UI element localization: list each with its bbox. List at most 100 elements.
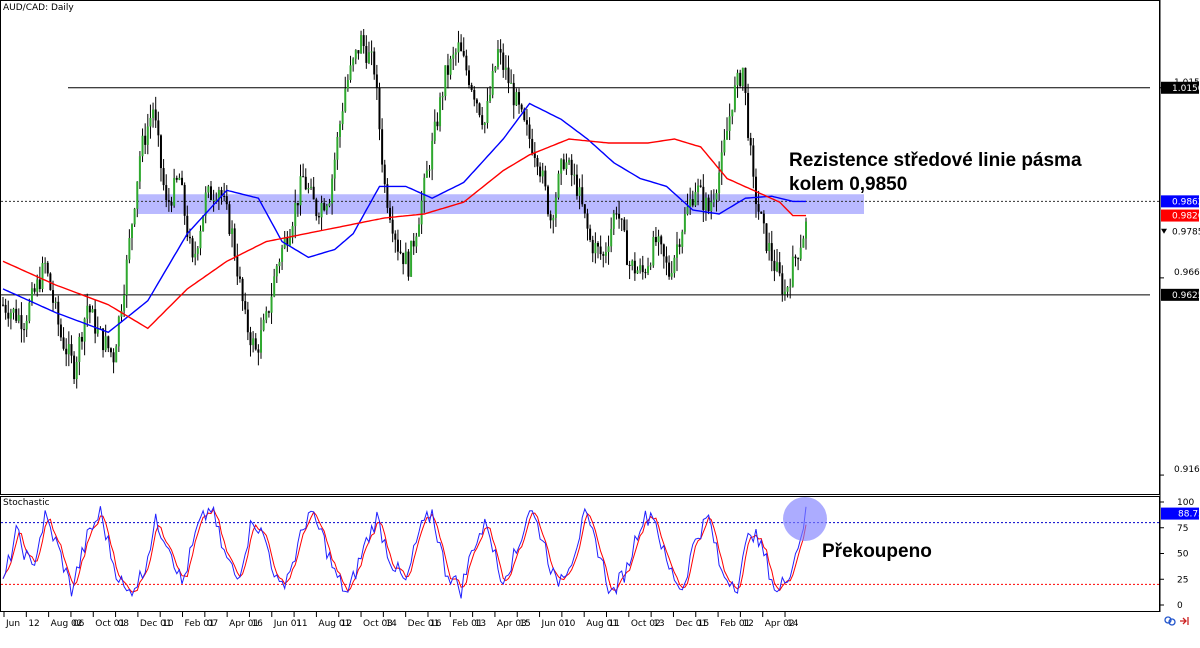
candle-body: [296, 202, 299, 206]
candle-body: [133, 208, 136, 225]
candle-body: [138, 156, 141, 182]
candle-body: [194, 253, 197, 258]
candle-body: [212, 199, 215, 201]
time-tick-label: 11: [609, 619, 620, 629]
candle-body: [507, 67, 510, 84]
candle-body: [104, 336, 107, 351]
candle-body: [125, 259, 128, 296]
candle-body: [410, 240, 413, 277]
candle-body: [154, 109, 157, 121]
candle-body: [781, 273, 784, 295]
candle-body: [241, 278, 244, 302]
candle-body: [502, 52, 505, 70]
time-tick-label: Dec 01: [140, 619, 172, 629]
candle-body: [131, 224, 134, 239]
candle-body: [199, 230, 202, 249]
candle-body: [662, 244, 665, 257]
candle-body: [94, 309, 97, 334]
candle-body: [441, 96, 444, 98]
candle-body: [178, 177, 181, 180]
candle-body: [439, 97, 442, 127]
candle-body: [754, 176, 757, 205]
candle-body: [523, 109, 526, 121]
candle-body: [602, 254, 605, 256]
candle-body: [257, 349, 260, 353]
candle-body: [654, 236, 657, 243]
scroll-to-end-icon[interactable]: [1180, 617, 1189, 625]
candle-body: [70, 344, 73, 356]
candle-body: [357, 50, 360, 54]
candle-body: [23, 329, 26, 331]
candle-body: [625, 230, 628, 265]
candle-body: [591, 239, 594, 254]
candle-body: [631, 260, 634, 266]
candle-body: [186, 215, 189, 237]
candle-body: [628, 264, 631, 266]
candle-body: [317, 216, 320, 218]
candle-body: [62, 337, 65, 349]
candle-body: [765, 223, 768, 251]
candle-body: [668, 262, 671, 277]
link-icon[interactable]: [1164, 616, 1176, 626]
symbol-label: AUD/CAD: Daily: [3, 3, 74, 13]
candle-body: [436, 121, 439, 127]
candle-body: [415, 236, 418, 247]
candle-body: [475, 99, 478, 104]
candle-body: [17, 315, 20, 321]
candlestick-series: [2, 29, 807, 389]
candle-body: [623, 219, 626, 231]
candle-body: [288, 237, 291, 246]
time-tick-label: Aug 01: [586, 619, 618, 629]
candle-body: [499, 49, 502, 53]
candle-body: [270, 296, 273, 313]
candle-body: [231, 228, 234, 235]
candle-body: [78, 336, 81, 362]
candle-body: [675, 244, 678, 258]
candle-body: [433, 121, 436, 141]
time-tick-label: Oct 01: [95, 619, 125, 629]
time-tick-label: 14: [787, 619, 799, 629]
time-tick-label: 12: [341, 619, 352, 629]
candle-body: [715, 193, 718, 200]
candle-body: [165, 185, 168, 201]
price-tick-label: 0.9668: [1174, 268, 1200, 278]
candle-body: [778, 262, 781, 274]
candle-body: [691, 199, 694, 206]
stochastic-tick-label: 25: [1177, 575, 1188, 585]
candle-body: [478, 103, 481, 116]
candle-body: [607, 246, 610, 253]
time-tick-label: Aug 02: [51, 619, 83, 629]
candle-body: [470, 85, 473, 90]
stochastic-main-line: [2, 505, 807, 599]
time-tick-label: 15: [698, 619, 709, 629]
candle-body: [238, 276, 241, 279]
time-tick-label: Feb 01: [452, 619, 482, 629]
candle-body: [644, 272, 647, 274]
candle-body: [38, 279, 41, 289]
candle-body: [120, 310, 123, 317]
candle-body: [707, 197, 710, 212]
time-tick-label: 14: [385, 619, 397, 629]
candle-body: [191, 238, 194, 258]
candle-body: [41, 263, 44, 289]
candle-body: [286, 237, 289, 246]
candle-body: [128, 238, 131, 260]
candle-body: [683, 214, 686, 232]
candle-body: [244, 301, 247, 310]
candle-body: [304, 176, 307, 190]
candle-body: [454, 52, 457, 55]
moving-average-0: [2, 102, 806, 334]
candle-body: [136, 181, 139, 209]
resistance-annotation-line-2: kolem 0,9850: [789, 174, 907, 195]
candle-body: [776, 262, 779, 271]
candle-body: [323, 202, 326, 211]
time-tick-label: 13: [653, 619, 664, 629]
candle-body: [367, 52, 370, 63]
candle-body: [360, 35, 363, 54]
candle-body: [770, 243, 773, 261]
time-tick-label: 12: [28, 619, 39, 629]
candle-body: [281, 247, 284, 262]
candle-body: [712, 199, 715, 203]
candle-body: [610, 228, 613, 247]
candle-body: [681, 231, 684, 247]
